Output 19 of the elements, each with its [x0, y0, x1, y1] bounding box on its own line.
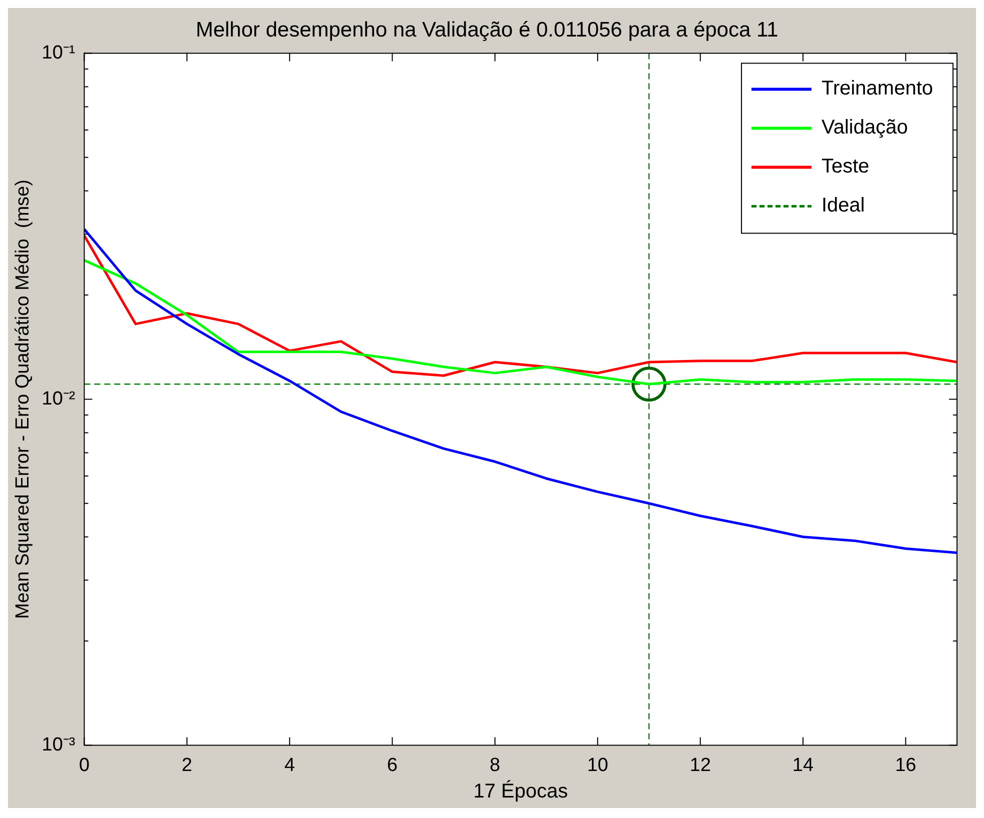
x-tick-label: 14 [792, 754, 814, 776]
legend-label: Treinamento [821, 78, 934, 100]
y-tick-label: 10⁻³ [42, 734, 76, 756]
x-tick-label: 16 [895, 754, 916, 776]
x-tick-label: 12 [690, 754, 711, 776]
legend-label: Teste [821, 156, 870, 178]
legend-label: Ideal [821, 194, 865, 217]
x-axis-title: 17 Épocas [473, 780, 568, 803]
x-tick-label: 4 [284, 754, 296, 776]
y-tick-label: 10⁻¹ [42, 42, 76, 64]
x-tick-label: 10 [587, 754, 608, 776]
x-tick-label: 0 [78, 754, 90, 776]
y-tick-label: 10⁻² [42, 388, 76, 410]
chart-title: Melhor desempenho na Validação é 0.011056 para a época 11 [196, 18, 778, 42]
x-tick-label: 2 [182, 754, 192, 776]
y-axis-title: Mean Squared Error - Erro Quadrático Médio (mse) [12, 180, 34, 619]
x-tick-label: 8 [490, 754, 500, 776]
x-tick-label: 6 [386, 754, 398, 776]
legend-label: Validação [821, 116, 908, 139]
